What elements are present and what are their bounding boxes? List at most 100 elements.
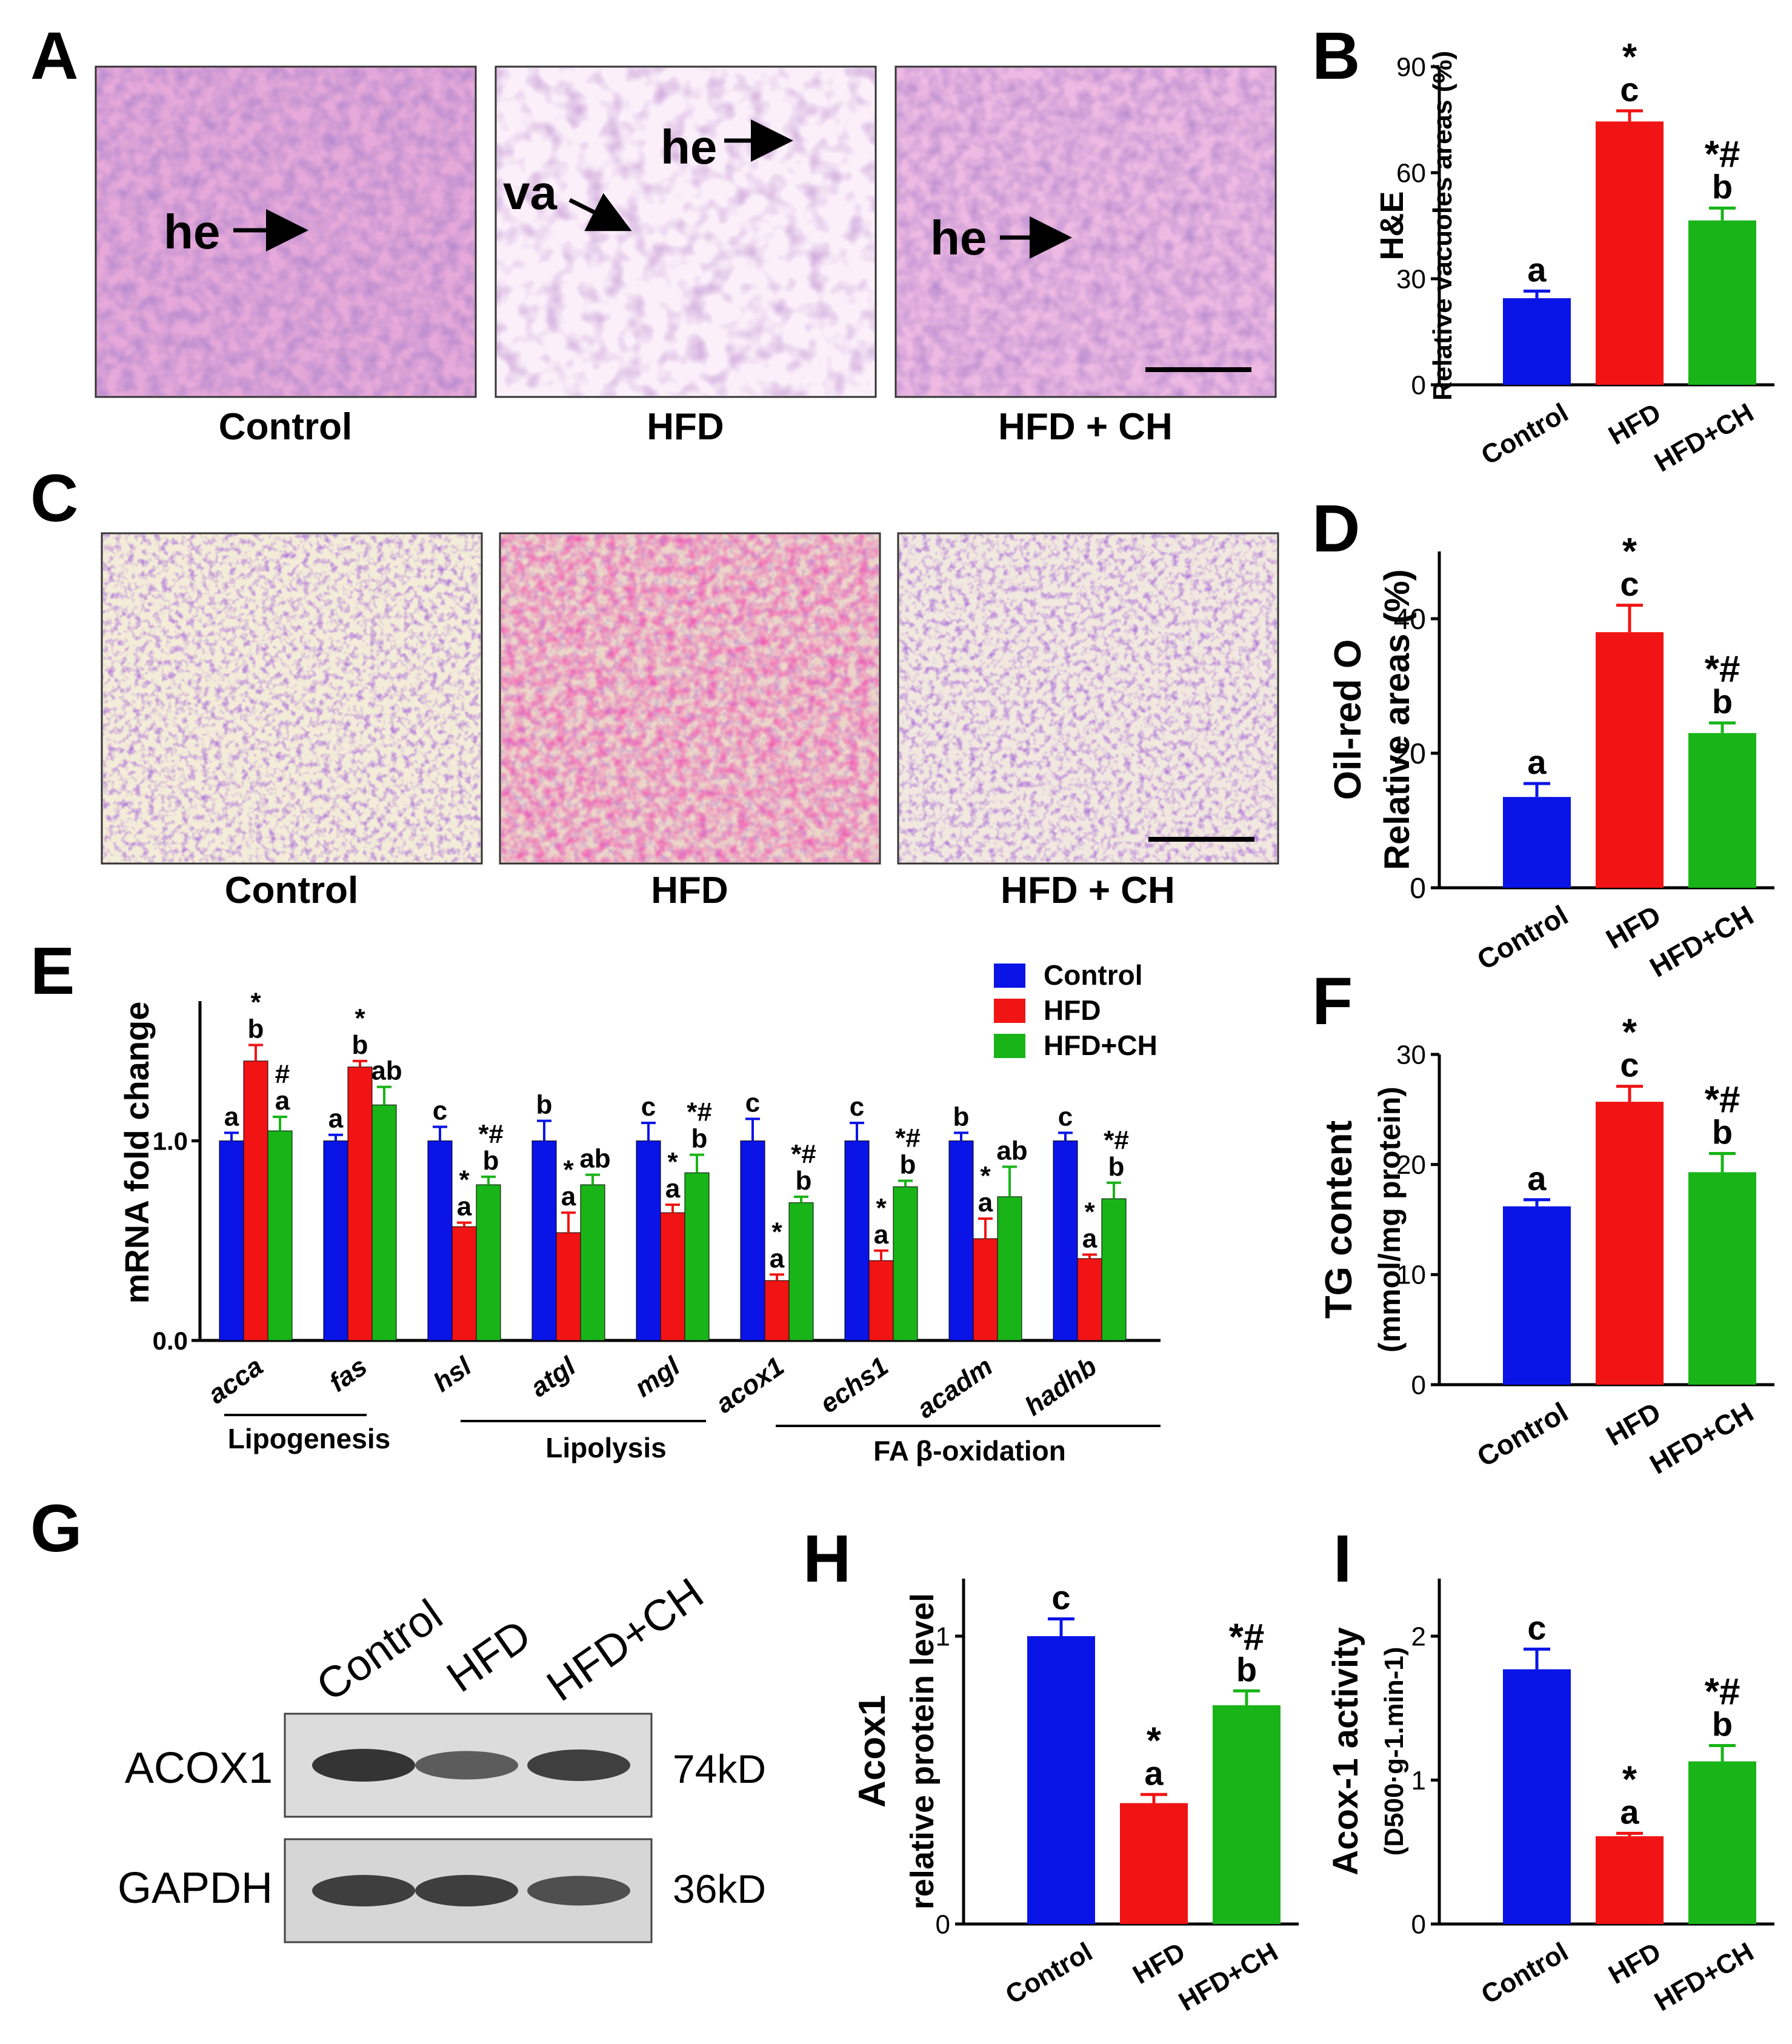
panel-letter-e: E xyxy=(30,934,75,1008)
significance-marker: *# xyxy=(1229,1616,1265,1658)
legend-label-control: Control xyxy=(1044,959,1143,991)
bar xyxy=(636,1140,661,1341)
significance-label: a xyxy=(275,1086,290,1116)
y-axis-label: TG content xyxy=(1318,1120,1360,1319)
significance-label: c xyxy=(433,1096,447,1126)
y-axis-label-2: (D500·g-1.min-1) xyxy=(1379,1647,1409,1856)
significance-label: a xyxy=(224,1102,239,1131)
western-blot-g: Control HFD HFD+CH ACOX1 GAPDH 74kD 36kD xyxy=(118,1569,766,1943)
significance-label: a xyxy=(665,1174,681,1203)
x-tick-label: Control xyxy=(1476,398,1573,471)
legend-e: Control HFD HFD+CH xyxy=(994,959,1157,1061)
x-tick-label: HFD xyxy=(1604,398,1666,451)
significance-label: c xyxy=(850,1092,864,1122)
he-image-hfd xyxy=(495,65,877,398)
bar xyxy=(973,1238,998,1341)
panel-letter-i: I xyxy=(1333,1522,1352,1596)
significance-label: a xyxy=(328,1104,344,1134)
significance-label: c xyxy=(745,1088,760,1117)
bar xyxy=(267,1130,293,1341)
significance-letter: a xyxy=(1527,250,1547,288)
bar xyxy=(1688,1172,1756,1385)
blot-band xyxy=(312,1875,415,1906)
panel-c-micrographs: Control HFD HFD + CH xyxy=(101,532,1279,911)
y-tick-label: 90 xyxy=(1396,52,1426,82)
group-brackets-e: Lipogenesis Lipolysis FA β-oxidation xyxy=(224,1414,1161,1466)
panel-letter-h: H xyxy=(803,1522,851,1596)
annotation-he-hfdch: he xyxy=(930,211,987,265)
bar xyxy=(1503,1206,1571,1385)
y-tick-label: 20 xyxy=(1396,1150,1426,1180)
significance-letter: b xyxy=(1712,1113,1733,1151)
oil-image-control xyxy=(101,532,483,865)
significance-letter: c xyxy=(1620,1046,1639,1084)
y-tick-label: 30 xyxy=(1396,1040,1426,1070)
bar xyxy=(1101,1198,1127,1341)
significance-marker: * xyxy=(1622,531,1637,573)
y-tick-label: 0.0 xyxy=(153,1327,188,1355)
significance-label: b xyxy=(900,1150,916,1179)
caption-hfd: HFD xyxy=(651,870,728,911)
significance-label: a xyxy=(561,1182,576,1211)
y-axis-label: mRNA fold change xyxy=(118,1002,156,1304)
y-tick-label: 0 xyxy=(936,1909,950,1939)
x-tick-label: Control xyxy=(1471,1396,1573,1473)
chart-h-acox1-protein: 0 1 Acox1 relative protein level c Control a* H… xyxy=(851,1579,1299,2017)
y-tick-label: 60 xyxy=(1396,158,1426,188)
x-tick-label: HFD xyxy=(1604,1937,1666,1990)
group-label-fa-oxidation: FA β-oxidation xyxy=(873,1435,1066,1466)
row-label-acox1: ACOX1 xyxy=(125,1744,273,1793)
significance-label: a xyxy=(457,1192,472,1222)
bar xyxy=(580,1184,605,1341)
caption-control: Control xyxy=(219,406,352,448)
significance-label: * xyxy=(667,1147,678,1177)
significance-marker: *# xyxy=(1705,1079,1740,1121)
significance-label: b xyxy=(691,1124,708,1154)
y-tick-label: 20 xyxy=(1394,738,1426,770)
group-label-lipogenesis: Lipogenesis xyxy=(228,1423,390,1454)
bar xyxy=(1596,1102,1664,1385)
chart-b-vacuoles: 0 30 60 90 H&E Relative vacuoles areas (%) a Co… xyxy=(1374,36,1774,478)
group-label-lipolysis: Lipolysis xyxy=(545,1432,666,1463)
significance-label: a xyxy=(874,1220,889,1250)
significance-label: * xyxy=(771,1217,782,1247)
bar xyxy=(868,1260,894,1341)
x-tick-label: echs1 xyxy=(814,1351,893,1419)
y-axis-label: H&E xyxy=(1374,191,1410,260)
significance-label: ab xyxy=(371,1056,402,1086)
significance-letter: b xyxy=(1712,682,1733,721)
annotation-he-control: he xyxy=(164,205,220,259)
significance-label: * xyxy=(355,1004,365,1033)
significance-label: ab xyxy=(579,1144,610,1174)
y-tick-label: 0 xyxy=(1411,370,1426,400)
bar xyxy=(660,1212,685,1341)
significance-letter: a xyxy=(1527,743,1547,781)
significance-label: c xyxy=(641,1092,656,1122)
caption-control: Control xyxy=(225,870,358,911)
bar xyxy=(451,1226,477,1341)
bar xyxy=(1688,733,1756,888)
significance-label: b xyxy=(248,1014,264,1044)
significance-label: *# xyxy=(791,1139,816,1169)
significance-label: a xyxy=(1082,1223,1098,1253)
bar xyxy=(1503,797,1571,888)
significance-letter: a xyxy=(1620,1793,1639,1831)
y-tick-label: 1 xyxy=(1411,1766,1426,1796)
x-tick-label: mgl xyxy=(630,1351,686,1403)
blot-bands xyxy=(312,1749,630,1906)
x-tick-label: HFD+CH xyxy=(1644,899,1759,984)
y-axis-label: Oil-red O xyxy=(1327,639,1369,800)
significance-label: * xyxy=(459,1165,470,1195)
x-tick-label: HFD+CH xyxy=(1650,398,1759,478)
x-tick-label: HFD xyxy=(1600,899,1666,955)
significance-marker: * xyxy=(1622,1759,1637,1800)
size-label-gapdh: 36kD xyxy=(673,1866,766,1911)
bar xyxy=(1053,1140,1078,1341)
y-tick-label: 30 xyxy=(1396,264,1426,294)
significance-marker: *# xyxy=(1705,133,1740,175)
bar xyxy=(347,1067,373,1341)
significance-label: b xyxy=(483,1146,499,1176)
significance-letter: a xyxy=(1144,1754,1164,1792)
bar xyxy=(764,1280,790,1341)
